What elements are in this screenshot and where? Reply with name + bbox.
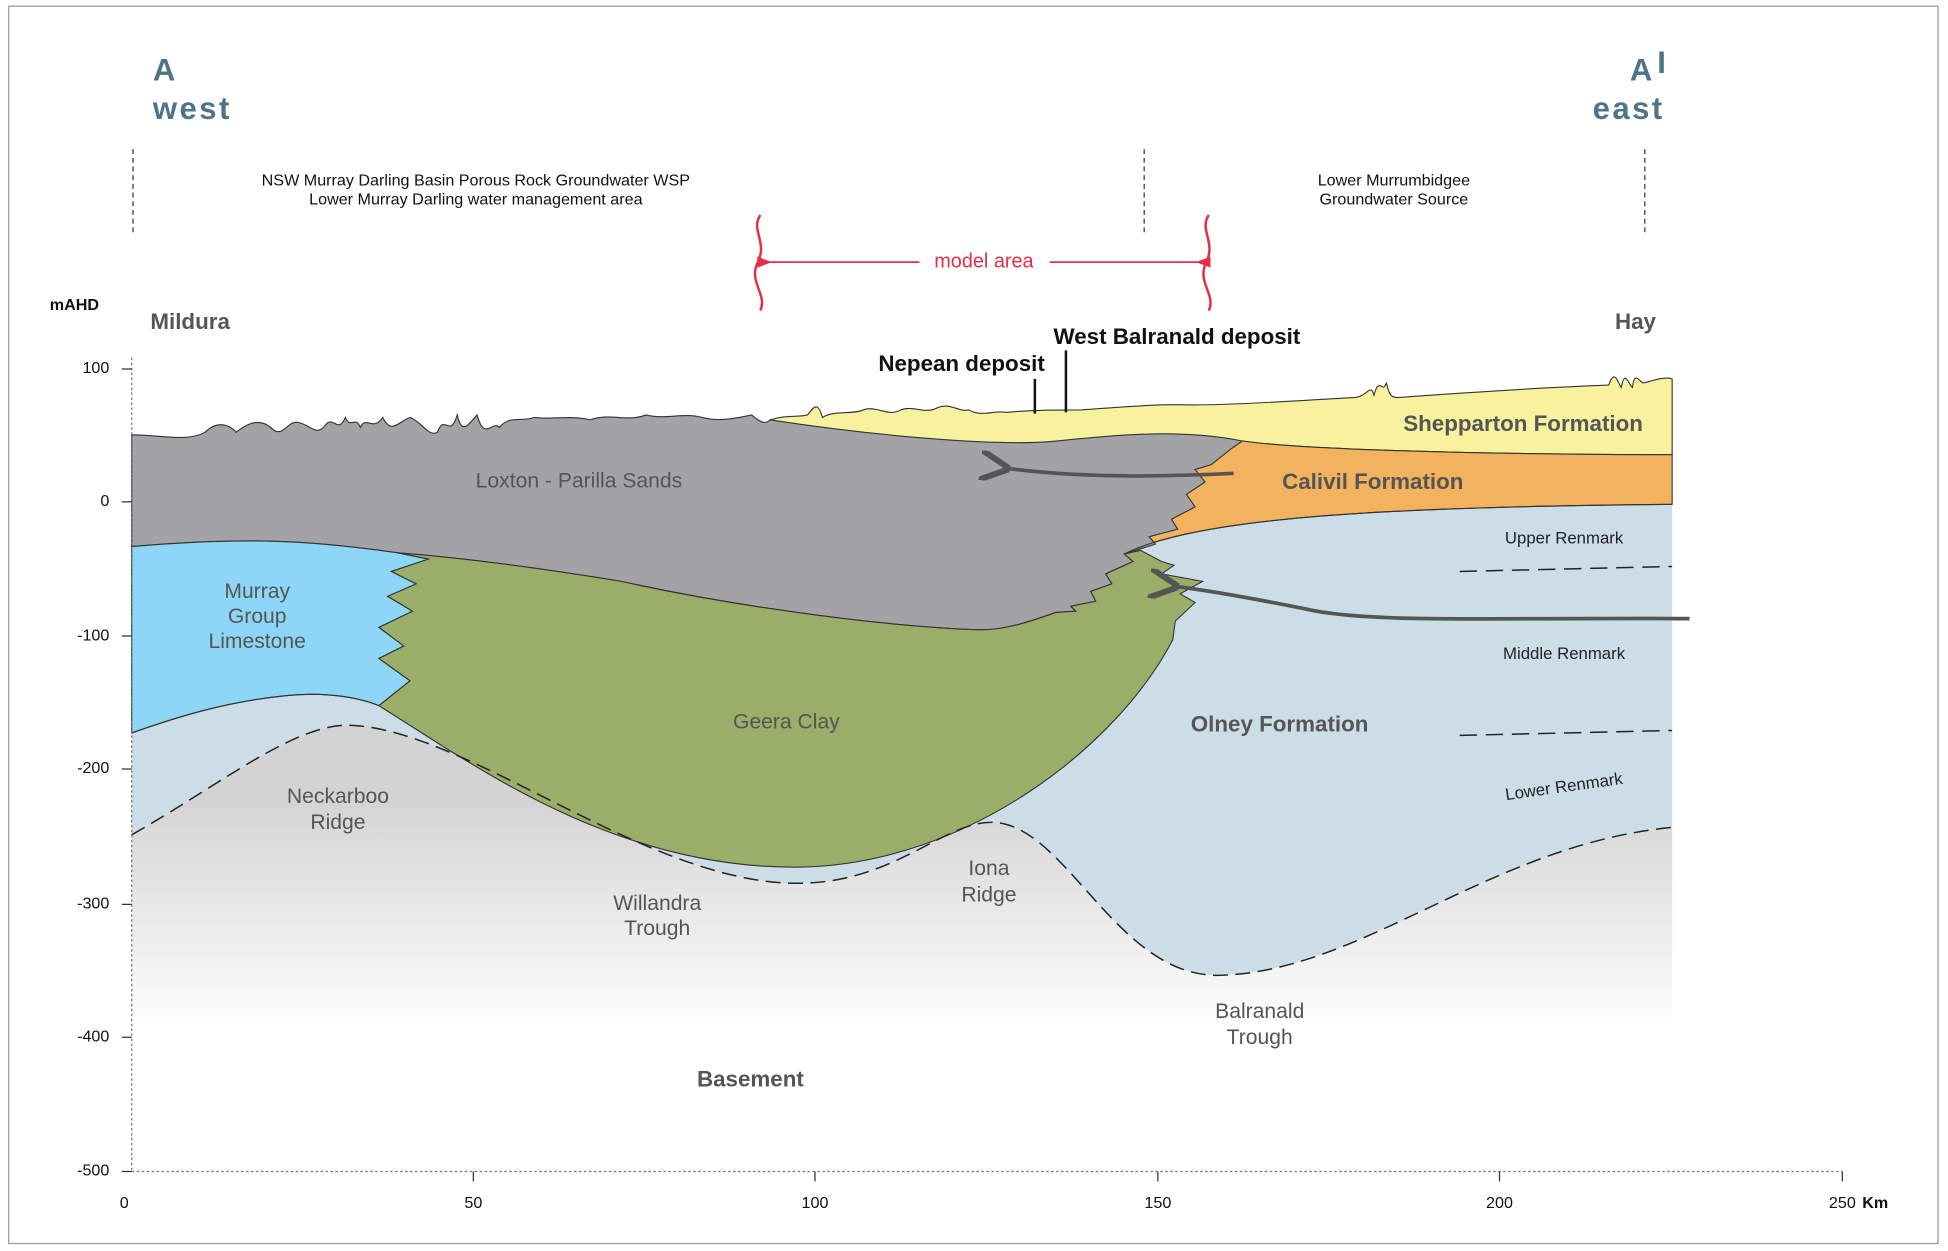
deposit-label: West Balranald deposit [1054,324,1301,349]
y-axis-title: mAHD [50,296,99,314]
zone-label: Lower Murray Darling water management ar… [309,190,642,208]
section-start: A [153,52,175,87]
structure-label: Ridge [961,883,1016,906]
zone-label: Groundwater Source [1319,190,1468,208]
y-tick-label: -500 [77,1162,109,1180]
section-direction: west [152,91,232,126]
section-end-prime: I [1657,45,1666,80]
formation-label: Middle Renmark [1503,644,1626,663]
place-label: Mildura [150,309,230,334]
x-tick-label: 250 [1829,1194,1856,1212]
structure-label: Trough [624,917,690,940]
y-tick-label: 100 [82,359,109,377]
formation-label: Geera Clay [733,711,840,734]
cross-section: model area mAHD 100 0 -100 -200 -300 -40… [0,0,1948,1246]
zone-label: Lower Murrumbidgee [1318,172,1470,190]
formation-label: Shepparton Formation [1403,411,1643,436]
formation-label: Loxton - Parilla Sands [476,470,683,493]
y-tick-label: 0 [100,492,109,510]
formation-label: Group [228,605,287,628]
zone-label: NSW Murray Darling Basin Porous Rock Gro… [262,172,690,190]
y-tick-label: -300 [77,895,109,913]
formation-label: Upper Renmark [1505,529,1624,548]
x-tick-label: 50 [464,1194,482,1212]
x-axis-unit: Km [1862,1194,1888,1212]
formation-label: Olney Formation [1191,711,1369,736]
x-tick-label: 0 [120,1194,129,1212]
structure-label: Ridge [310,811,365,834]
place-label: Hay [1615,309,1657,334]
x-tick-label: 200 [1486,1194,1513,1212]
y-tick-label: -100 [77,626,109,644]
deposit-label: Nepean deposit [878,351,1045,376]
page: {"header":{"left_letter":"A","left_direc… [0,0,1948,1246]
structure-label: Balranald [1215,1000,1304,1023]
formation-label: Limestone [209,630,306,653]
structure-label: Iona [968,857,1009,880]
y-tick-label: -400 [77,1028,109,1046]
structure-label: Trough [1227,1026,1293,1049]
section-direction: east [1593,91,1665,126]
structure-label: Willandra [613,892,701,915]
formation-label: Basement [697,1067,804,1092]
formation-label: Calivil Formation [1282,469,1463,494]
x-tick-label: 150 [1144,1194,1171,1212]
structure-label: Neckarboo [287,785,389,808]
formation-label: Murray [224,580,290,603]
y-tick-label: -200 [77,759,109,777]
x-tick-label: 100 [802,1194,829,1212]
model-area-label: model area [934,250,1034,272]
section-end: A [1630,52,1652,87]
